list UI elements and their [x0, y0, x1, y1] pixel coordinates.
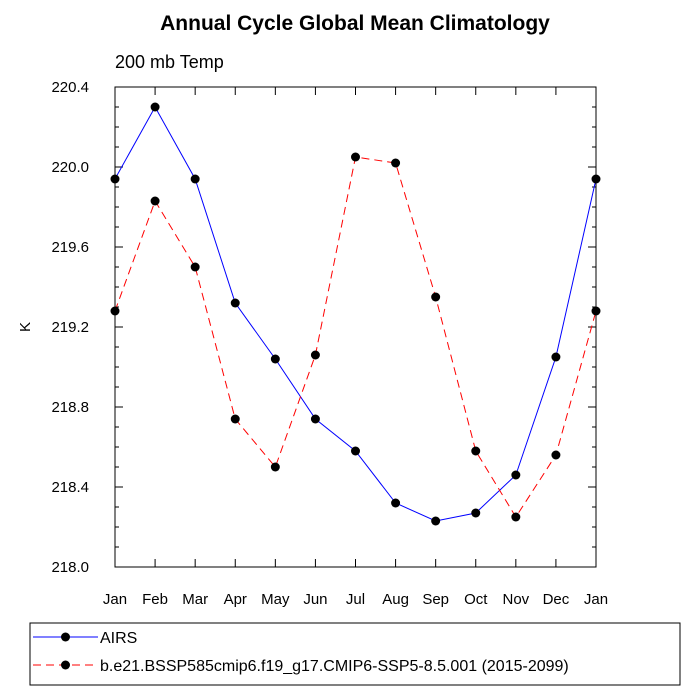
data-point-series-1: [351, 152, 360, 162]
data-point-series-1: [150, 196, 160, 206]
data-point-series-1: [511, 512, 521, 522]
y-tick-label: 220.4: [51, 79, 89, 96]
chart-subtitle: 200 mb Temp: [115, 52, 224, 72]
x-tick-label: Aug: [382, 591, 409, 608]
ticks-layer: Jan Feb Mar Apr May Jun Jul Aug Sep Oct Nov Dec Jan 2…: [51, 79, 608, 608]
x-tick-label: Sep: [422, 591, 449, 608]
x-tick-label: May: [261, 591, 290, 608]
legend-marker-airs: [61, 632, 70, 642]
legend-label-model: b.e21.BSSP585cmip6.f19_g17.CMIP6-SSP5-8.…: [100, 658, 569, 675]
series-layer: [110, 102, 601, 526]
x-tick-label: Jan: [584, 591, 608, 608]
y-tick-label: 218.0: [51, 559, 89, 576]
y-tick-label: 219.2: [51, 319, 89, 336]
x-tick-label: Jul: [346, 591, 365, 608]
data-point-series-0: [190, 174, 200, 184]
data-point-series-0: [471, 508, 481, 518]
data-point-series-1: [190, 262, 200, 272]
legend-label-airs: AIRS: [100, 630, 137, 647]
y-tick-label: 218.8: [51, 399, 89, 416]
data-point-series-0: [230, 298, 240, 308]
data-point-series-1: [310, 350, 320, 360]
data-point-series-1: [230, 414, 240, 424]
data-point-series-0: [551, 352, 561, 362]
legend-marker-model: [61, 660, 70, 670]
x-tick-label: Nov: [502, 591, 529, 608]
data-point-series-0: [431, 516, 441, 526]
data-point-series-0: [270, 354, 280, 364]
x-tick-label: Jan: [103, 591, 127, 608]
data-point-series-0: [310, 414, 320, 424]
x-tick-label: Oct: [464, 591, 488, 608]
data-point-series-0: [391, 498, 401, 508]
series-line-1: [114, 156, 597, 518]
x-tick-label: Jun: [303, 591, 327, 608]
y-tick-label: 218.4: [51, 479, 89, 496]
y-axis-label: K: [17, 322, 34, 332]
legend-box: [29, 622, 681, 686]
series-line-0: [114, 105, 597, 522]
y-tick-label: 220.0: [51, 159, 89, 176]
legend: AIRS b.e21.BSSP585cmip6.f19_g17.CMIP6-SS…: [29, 622, 681, 686]
y-tick-label: 219.6: [51, 239, 89, 256]
chart-title: Annual Cycle Global Mean Climatology: [160, 12, 550, 35]
data-point-series-0: [351, 446, 360, 456]
x-tick-label: Dec: [543, 591, 570, 608]
data-point-series-0: [511, 470, 521, 480]
x-tick-label: Feb: [142, 591, 168, 608]
data-point-series-0: [150, 102, 160, 112]
data-point-series-1: [431, 292, 441, 302]
data-point-series-1: [270, 462, 280, 472]
data-point-series-1: [471, 446, 481, 456]
data-point-series-1: [551, 450, 561, 460]
plot-frame: [114, 86, 597, 568]
x-tick-label: Mar: [182, 591, 208, 608]
data-point-series-1: [391, 158, 401, 168]
x-tick-label: Apr: [224, 591, 247, 608]
